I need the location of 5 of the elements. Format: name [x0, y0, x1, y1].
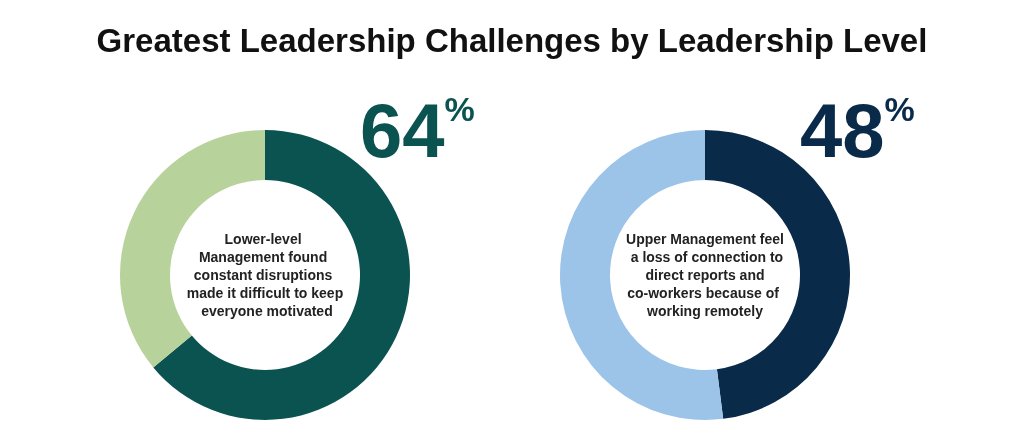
data-label: 64%: [360, 87, 475, 173]
text: Upper Management feel a loss of connection to direct reports and co-workers because of working remotely: [626, 231, 784, 319]
text: Lower-level Management found constant disruptions made it difficult to keep everyone motivated: [186, 231, 344, 319]
chart-title: Greatest Leadership Challenges by Leadership Level: [95, 22, 929, 60]
data-label: 48%: [800, 87, 915, 173]
